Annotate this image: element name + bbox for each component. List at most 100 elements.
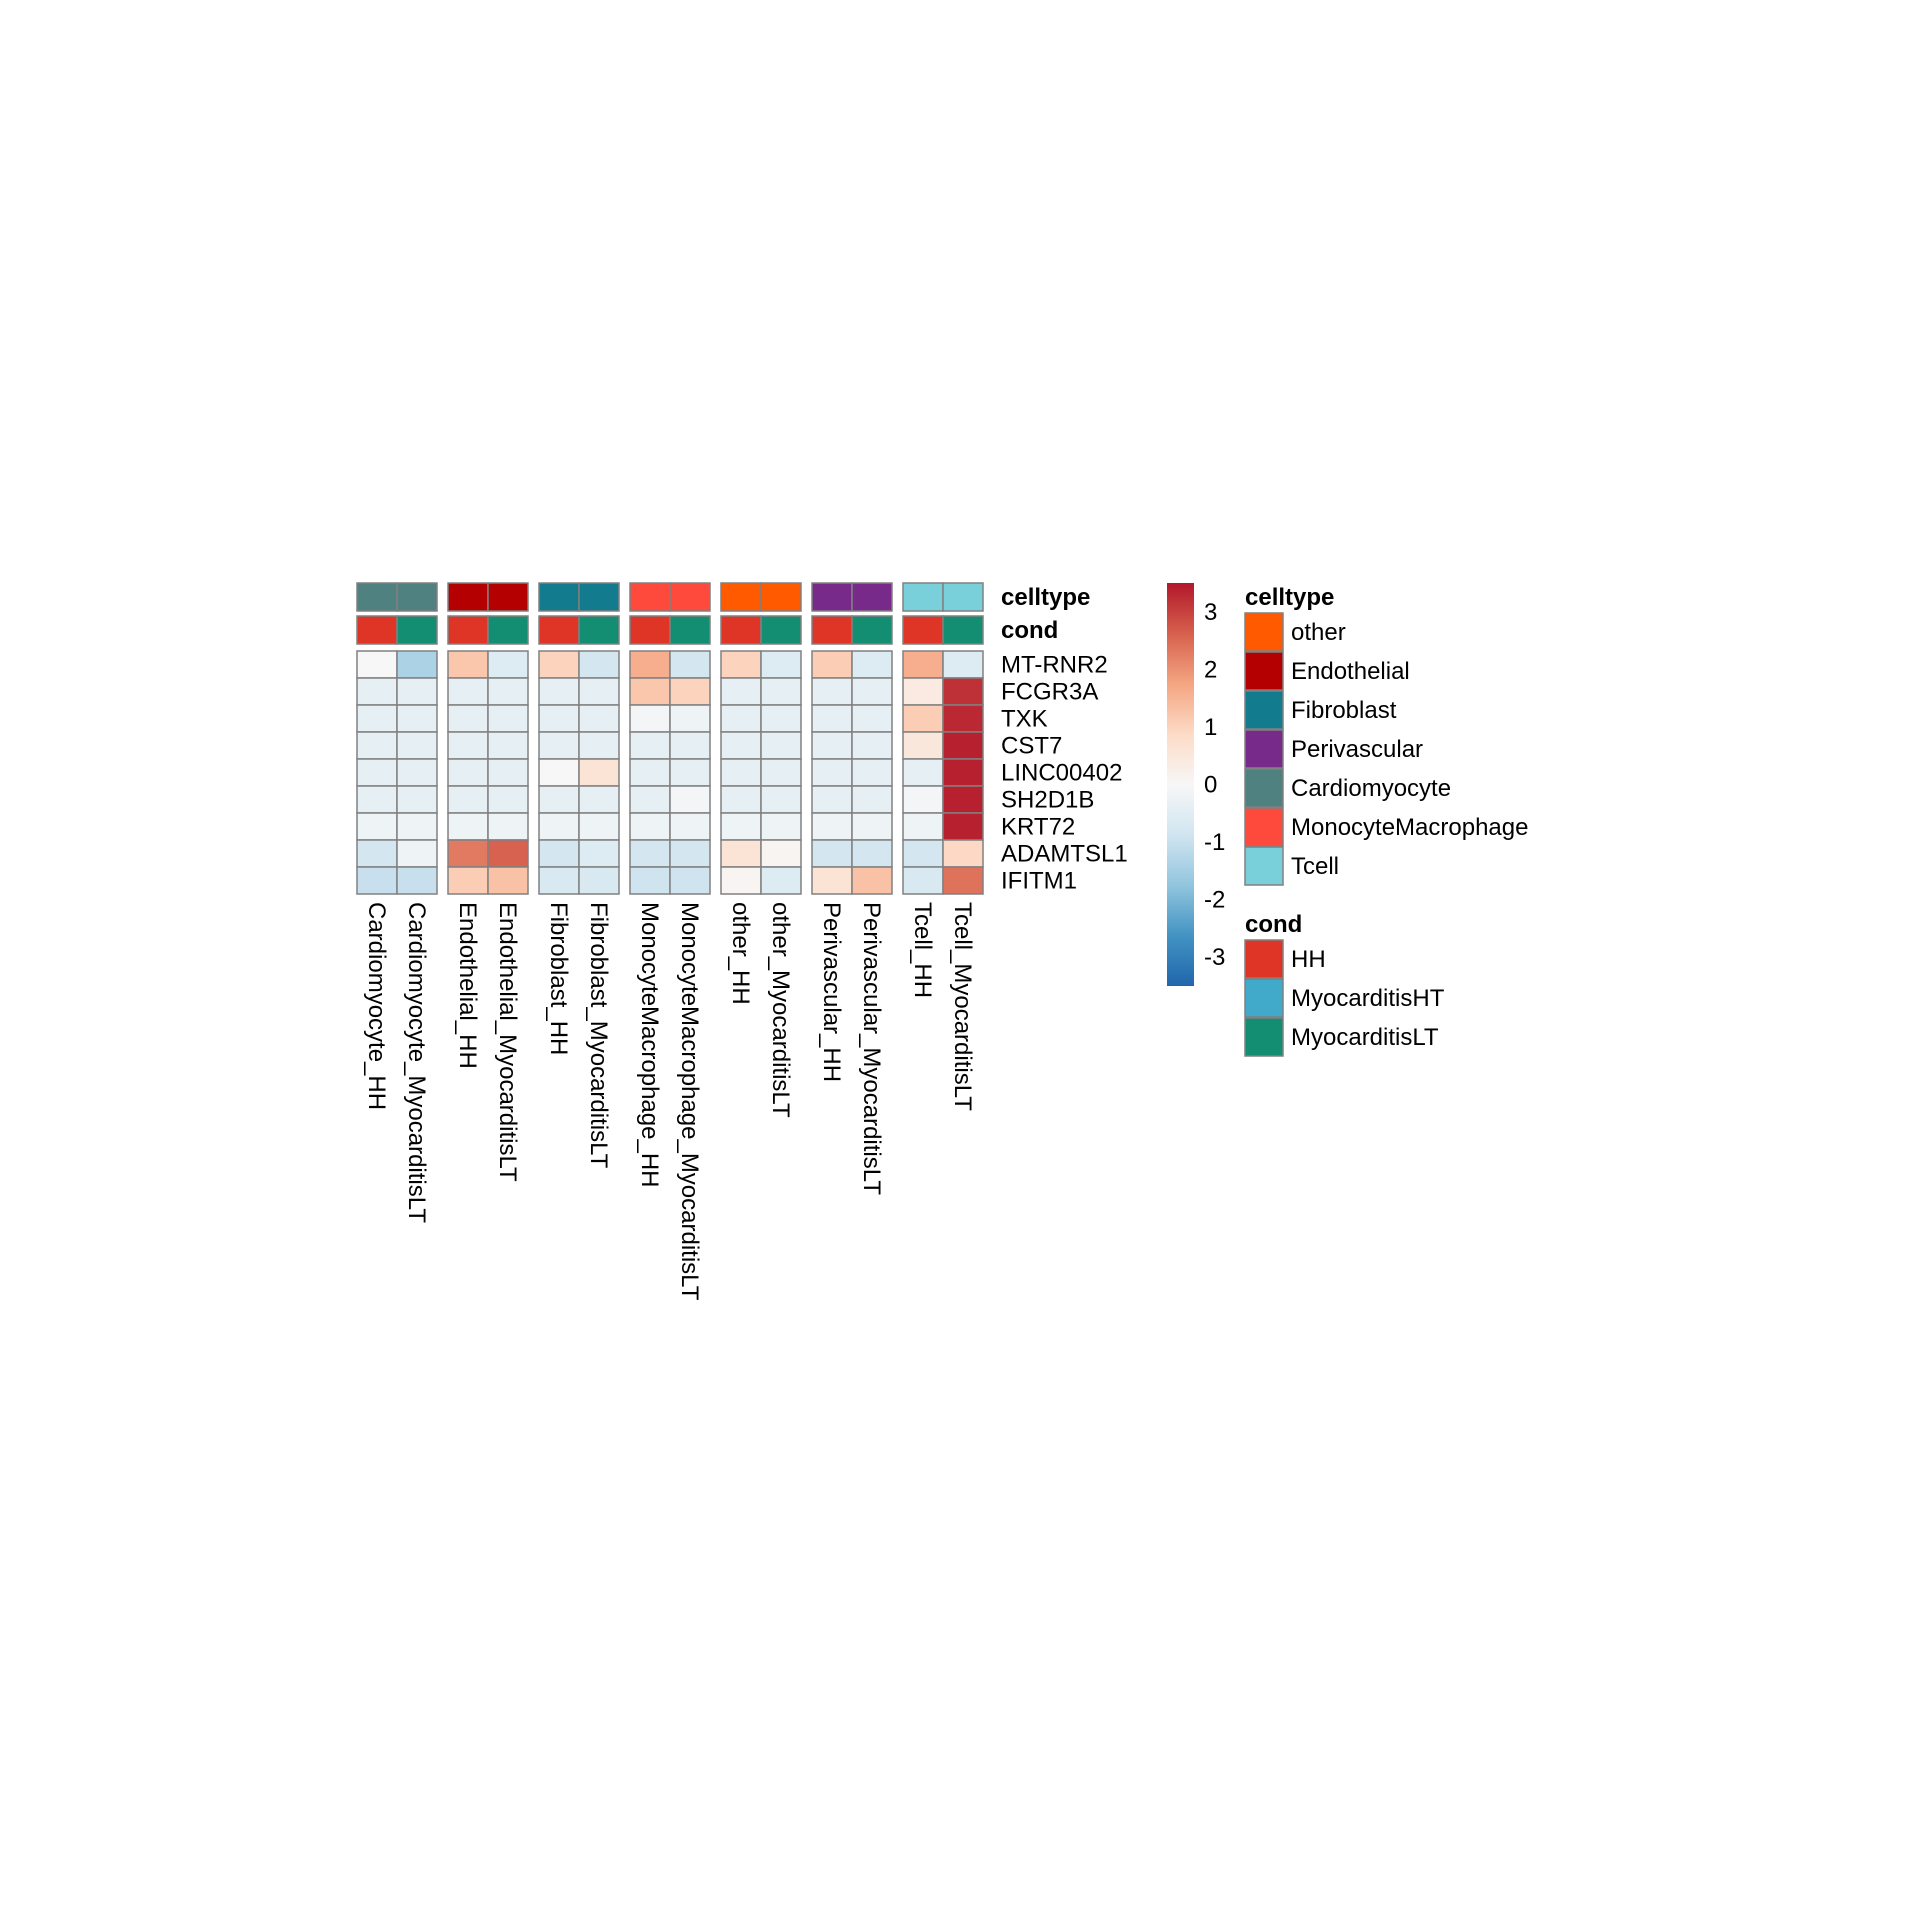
heatmap-cell <box>538 758 580 787</box>
column-label: Fibroblast_HH <box>545 902 572 1055</box>
heatmap-cell <box>396 677 438 706</box>
annotation-cell-cond <box>942 615 984 645</box>
row-label: IFITM1 <box>1001 868 1077 895</box>
annotation-cell-celltype <box>356 582 398 612</box>
colorbar-tick-label: 2 <box>1204 656 1217 683</box>
heatmap-cell <box>902 785 944 814</box>
heatmap-cell <box>760 650 802 679</box>
heatmap-cell <box>629 731 671 760</box>
heatmap-cell <box>942 758 984 787</box>
column-label: Cardiomyocyte_HH <box>363 902 390 1110</box>
heatmap-cell <box>811 839 853 868</box>
heatmap-cell <box>356 839 398 868</box>
annotation-cell-celltype <box>902 582 944 612</box>
row-label: SH2D1B <box>1001 787 1094 814</box>
heatmap-cell <box>851 731 893 760</box>
heatmap-cell <box>669 758 711 787</box>
heatmap-cell <box>447 839 489 868</box>
annotation-cell-celltype <box>720 582 762 612</box>
heatmap-cell <box>396 866 438 895</box>
annotation-cell-celltype <box>447 582 489 612</box>
heatmap-cell <box>396 812 438 841</box>
heatmap-cell <box>538 677 580 706</box>
heatmap-cell <box>538 704 580 733</box>
heatmap-cell <box>487 650 529 679</box>
column-label: Tcell_MyocarditisLT <box>949 902 976 1111</box>
legend-label: Fibroblast <box>1291 697 1397 724</box>
annotation-cell-cond <box>629 615 671 645</box>
heatmap-cell <box>629 839 671 868</box>
legend-label: other <box>1291 619 1346 646</box>
heatmap-cell <box>578 866 620 895</box>
heatmap-cell <box>487 866 529 895</box>
heatmap-cell <box>356 785 398 814</box>
heatmap-cell <box>578 677 620 706</box>
heatmap-cell <box>629 812 671 841</box>
heatmap-cell <box>942 677 984 706</box>
heatmap-cell <box>578 839 620 868</box>
heatmap-cell <box>720 785 762 814</box>
annotation-cell-cond <box>902 615 944 645</box>
row-label: MT-RNR2 <box>1001 652 1108 679</box>
heatmap-cells <box>356 650 984 895</box>
column-label: Endothelial_HH <box>454 902 481 1069</box>
heatmap-cell <box>942 812 984 841</box>
heatmap-cell <box>447 812 489 841</box>
heatmap-cell <box>356 866 398 895</box>
legend-swatch <box>1244 651 1284 691</box>
heatmap-cell <box>669 839 711 868</box>
heatmap-cell <box>851 650 893 679</box>
row-label: ADAMTSL1 <box>1001 841 1128 868</box>
heatmap-cell <box>629 677 671 706</box>
heatmap-cell <box>669 704 711 733</box>
heatmap-cell <box>396 731 438 760</box>
legend-swatch <box>1244 690 1284 730</box>
colorbar-tick-label: 0 <box>1204 772 1217 799</box>
legend-label: Perivascular <box>1291 736 1423 763</box>
heatmap-cell <box>487 758 529 787</box>
column-labels: Cardiomyocyte_HH Cardiomyocyte_Myocarditi… <box>363 902 976 1301</box>
heatmap-cell <box>942 839 984 868</box>
heatmap-cell <box>902 758 944 787</box>
heatmap-cell <box>811 731 853 760</box>
legend-swatch <box>1244 612 1284 652</box>
heatmap-cell <box>447 866 489 895</box>
heatmap-cell <box>942 650 984 679</box>
heatmap-cell <box>942 704 984 733</box>
heatmap-cell <box>811 650 853 679</box>
heatmap-cell <box>629 758 671 787</box>
legend-label: MyocarditisHT <box>1291 985 1445 1012</box>
heatmap-cell <box>396 839 438 868</box>
heatmap-cell <box>811 758 853 787</box>
annotation-cell-celltype <box>942 582 984 612</box>
column-label: Endothelial_MyocarditisLT <box>494 902 521 1182</box>
heatmap-cell <box>487 839 529 868</box>
heatmap-cell <box>538 731 580 760</box>
heatmap-cell <box>720 839 762 868</box>
heatmap-cell <box>356 812 398 841</box>
legend-label: HH <box>1291 946 1326 973</box>
annotation-cell-cond <box>578 615 620 645</box>
column-label: Tcell_HH <box>909 902 936 998</box>
row-label: LINC00402 <box>1001 760 1122 787</box>
heatmap-cell <box>851 839 893 868</box>
column-label: MonocyteMacrophage_MyocarditisLT <box>676 902 703 1301</box>
heatmap-cell <box>720 812 762 841</box>
annotation-cell-celltype <box>578 582 620 612</box>
heatmap-cell <box>487 785 529 814</box>
legend-label: Tcell <box>1291 853 1339 880</box>
heatmap-cell <box>447 650 489 679</box>
heatmap-cell <box>396 758 438 787</box>
heatmap-cell <box>851 866 893 895</box>
annotation-cell-cond <box>396 615 438 645</box>
heatmap-cell <box>447 677 489 706</box>
heatmap-cell <box>487 812 529 841</box>
heatmap-cell <box>902 866 944 895</box>
heatmap-cell <box>487 704 529 733</box>
heatmap-cell <box>356 758 398 787</box>
heatmap-cell <box>629 785 671 814</box>
annotation-label-celltype: celltype <box>1001 584 1090 611</box>
heatmap-cell <box>487 731 529 760</box>
annotation-cell-celltype <box>487 582 529 612</box>
heatmap-cell <box>851 812 893 841</box>
